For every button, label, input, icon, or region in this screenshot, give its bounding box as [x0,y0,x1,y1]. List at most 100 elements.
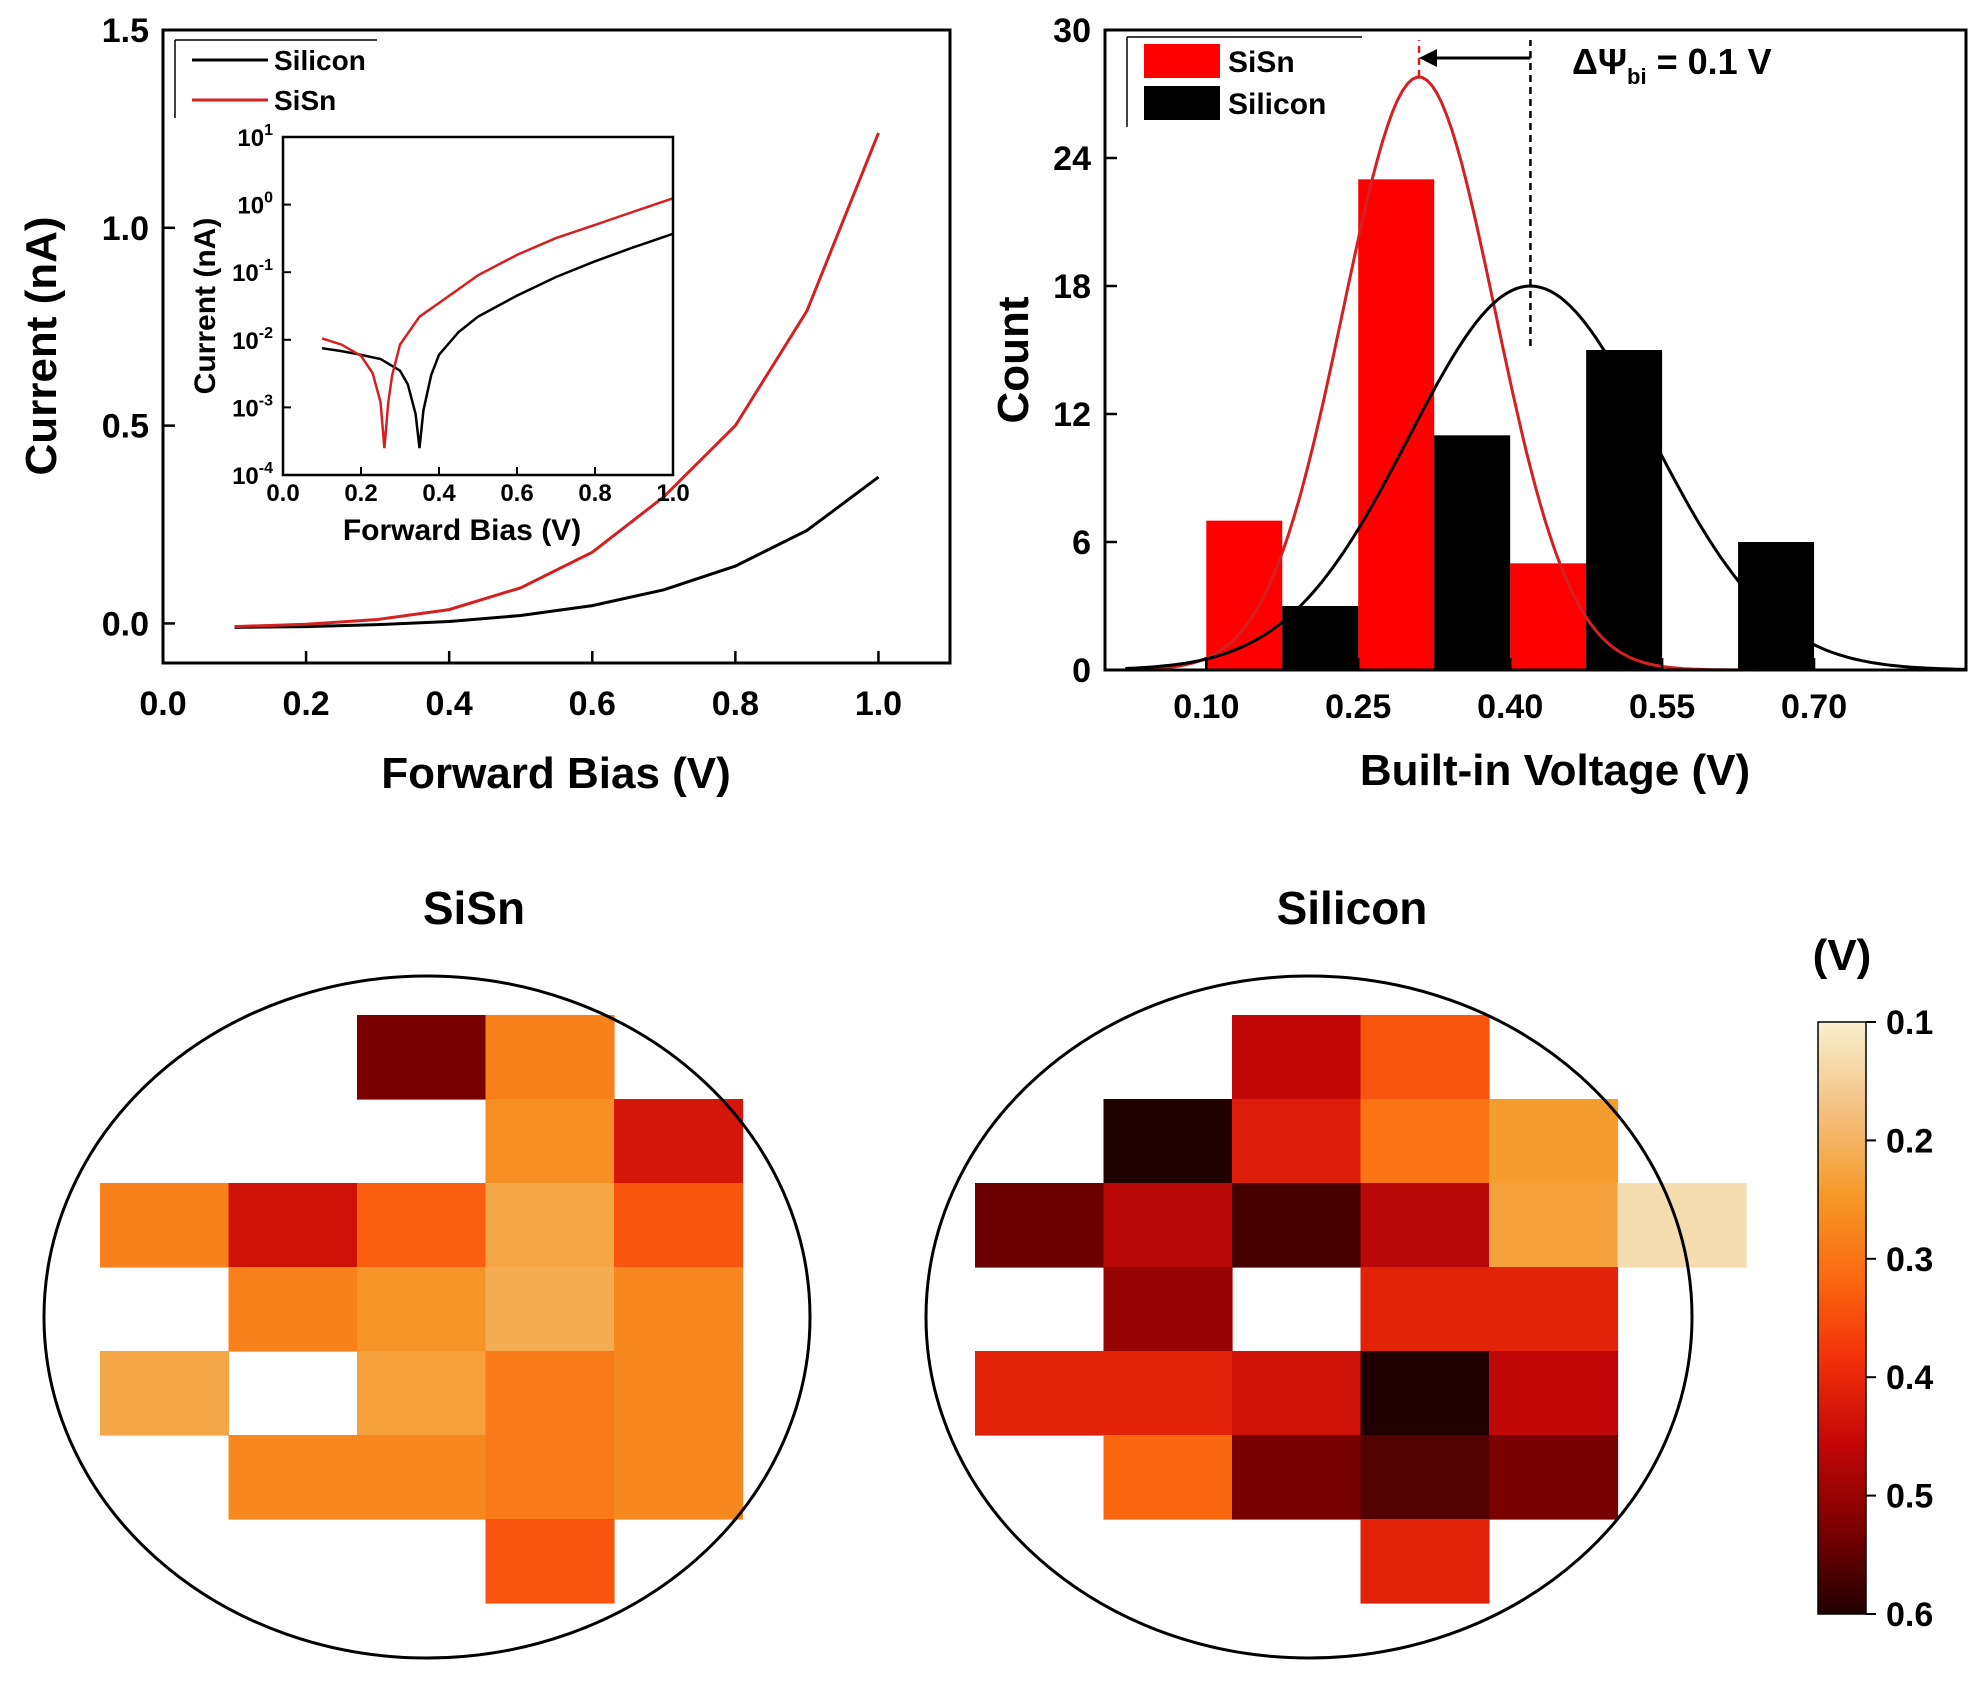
hist-delta-arrow-head [1419,49,1438,67]
silicon-map-cell [1232,1351,1362,1436]
colorbar-tick-label: 0.2 [1886,1122,1933,1160]
sisn-map-cell [228,1183,358,1268]
inset-ytick-label: 10-3 [232,392,273,422]
iv-frame [161,28,952,665]
iv-inset: 0.0 0.2 0.4 0.6 0.8 1.0 10-4 10-3 10-2 10-1 100 101… [189,122,690,547]
sisn-map-cell [357,1183,487,1268]
iv-chart: 0.0 0.2 0.4 0.6 0.8 1.0 0.0 0.5 1.0 1.5 Forward B… [17,12,952,798]
hist-xtick-label: 0.10 [1173,688,1239,726]
inset-ytick-label: 101 [237,122,273,152]
iv-ytick-label: 0.0 [102,605,149,643]
silicon-map-cell [1360,1267,1490,1352]
sisn-map-cell [485,1519,615,1604]
silicon-map-title: Silicon [1277,882,1428,934]
hist-frame [1103,28,1968,672]
inset-ytick-label: 10-2 [232,325,273,355]
silicon-map-cell [1360,1183,1490,1268]
inset-xlabel: Forward Bias (V) [343,514,581,547]
hist-xtick-label: 0.25 [1325,688,1391,726]
silicon-map-cell [1489,1435,1619,1520]
sisn-map-cell [485,1015,615,1100]
silicon-map-cell [975,1351,1105,1436]
silicon-map-cell [1360,1519,1490,1604]
annotation-prefix: ΔΨ [1572,41,1627,82]
hist-xtick-label: 0.70 [1781,688,1847,726]
inset-xtick-label: 0.2 [344,480,377,507]
colorbar-gradient [1817,1021,1867,1615]
sisn-map-cell [614,1183,744,1268]
silicon-map-cell [1360,1015,1490,1100]
silicon-map-cell [1232,1183,1362,1268]
silicon-map-cell [1489,1183,1619,1268]
silicon-map-cells [975,1015,1747,1604]
iv-line-silicon [234,475,880,629]
hist-bar-sisn [1510,563,1587,670]
hist-ytick-label: 12 [1053,396,1091,434]
silicon-map-cell [1489,1099,1619,1184]
iv-legend: Silicon SiSn [174,39,377,118]
inset-xtick-label: 1.0 [656,480,689,507]
silicon-map-cell [1232,1015,1362,1100]
colorbar-tick-label: 0.5 [1886,1478,1933,1516]
sisn-map-cell [357,1015,487,1100]
sisn-map-cell [100,1183,230,1268]
iv-xlabel: Forward Bias (V) [381,749,731,798]
delta-psi-annotation: ΔΨbi = 0.1 V [1572,41,1772,89]
sisn-map-cell [485,1183,615,1268]
annotation-subscript: bi [1627,64,1647,89]
colorbar-tick-label: 0.3 [1886,1241,1933,1279]
iv-legend-sisn: SiSn [274,85,336,116]
hist-fit-silicon [1125,284,1967,671]
iv-ylabel: Current (nA) [17,216,66,475]
silicon-map-cell [1232,1435,1362,1520]
silicon-map-cell [1360,1099,1490,1184]
hist-legend-sisn: SiSn [1228,46,1295,79]
silicon-map: Silicon [924,882,1747,1660]
sisn-map: SiSn [42,882,812,1660]
iv-xtick-label: 0.4 [426,685,473,723]
annotation-suffix: = 0.1 V [1647,41,1772,82]
inset-ytick-label: 10-1 [232,257,273,287]
iv-xtick-label: 0.8 [712,685,759,723]
silicon-map-cell [1360,1435,1490,1520]
sisn-map-cell [485,1099,615,1184]
svg-text:ΔΨbi = 0.1 V: ΔΨbi = 0.1 V [1572,41,1772,89]
hist-xtick-label: 0.55 [1629,688,1695,726]
colorbar-tick-label: 0.6 [1886,1596,1933,1634]
inset-ytick-label: 10-4 [232,460,273,490]
sisn-map-cell [485,1435,615,1520]
inset-xtick-label: 0.0 [266,480,299,507]
silicon-map-cell [1103,1351,1233,1436]
silicon-map-cell [1103,1099,1233,1184]
sisn-map-cell [357,1351,487,1436]
sisn-map-cells [100,1015,744,1604]
hist-ytick-label: 30 [1053,12,1091,50]
sisn-map-cell [485,1351,615,1436]
colorbar-unit: (V) [1813,931,1872,980]
inset-frame [281,135,675,477]
iv-ytick-label: 1.0 [102,210,149,248]
hist-ytick-label: 18 [1053,268,1091,306]
iv-plot-area: 0.0 0.2 0.4 0.6 0.8 1.0 0.0 0.5 1.0 1.5 [102,12,902,723]
silicon-map-cell [1103,1435,1233,1520]
inset-xtick-label: 0.4 [422,480,456,507]
iv-xtick-label: 1.0 [855,685,902,723]
iv-ytick-label: 1.5 [102,12,149,50]
hist-chart: 0.10 0.25 0.40 0.55 0.70 0 6 12 18 24 30 Built-in … [989,12,1968,795]
hist-legend-silicon: Silicon [1228,88,1326,121]
colorbar-ticks: 0.1 0.2 0.3 0.4 0.5 0.6 [1866,1004,1933,1634]
hist-ytick-label: 6 [1072,524,1091,562]
inset-line-sisn [321,197,674,449]
inset-xtick-label: 0.8 [578,480,611,507]
inset-ylabel: Current (nA) [189,218,222,395]
silicon-map-cell [1360,1351,1490,1436]
hist-ylabel: Count [989,296,1038,423]
hist-bar-silicon [1434,435,1511,670]
silicon-map-cell [1489,1351,1619,1436]
sisn-map-cell [614,1435,744,1520]
silicon-map-cell [1617,1183,1747,1268]
sisn-map-cell [614,1351,744,1436]
inset-line-silicon [321,232,674,449]
silicon-map-cell [1232,1099,1362,1184]
iv-legend-silicon: Silicon [274,45,366,76]
